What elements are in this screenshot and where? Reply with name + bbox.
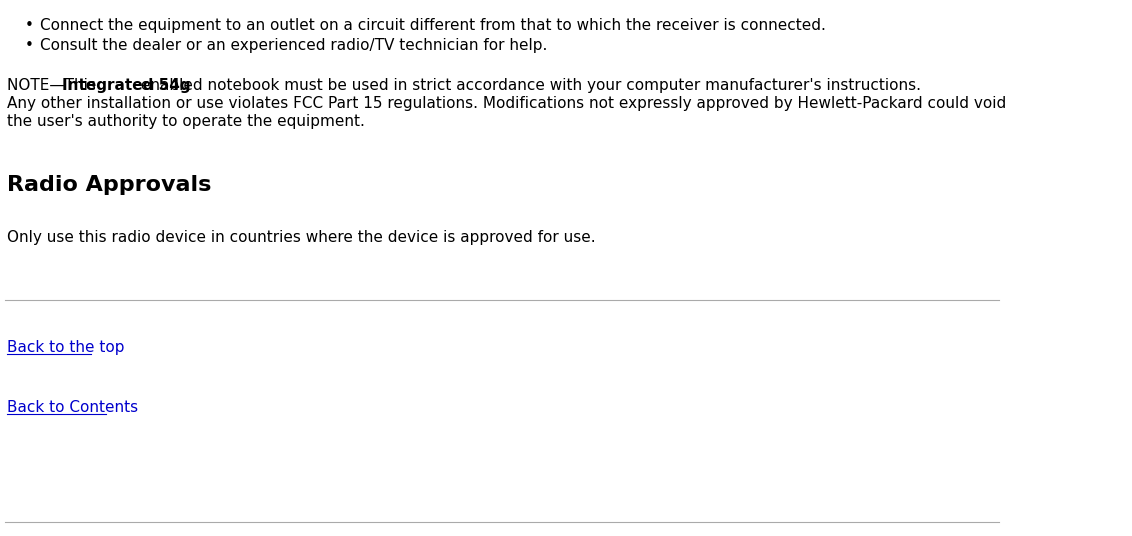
- Text: the user's authority to operate the equipment.: the user's authority to operate the equi…: [7, 114, 365, 129]
- Text: Consult the dealer or an experienced radio/TV technician for help.: Consult the dealer or an experienced rad…: [40, 38, 547, 53]
- Text: Back to the top: Back to the top: [7, 340, 125, 355]
- Text: •: •: [25, 18, 34, 33]
- Text: Any other installation or use violates FCC Part 15 regulations. Modifications no: Any other installation or use violates F…: [7, 96, 1006, 111]
- Text: NOTE—This: NOTE—This: [7, 78, 101, 93]
- Text: Only use this radio device in countries where the device is approved for use.: Only use this radio device in countries …: [7, 230, 595, 245]
- Text: •: •: [25, 38, 34, 53]
- Text: Integrated 54g: Integrated 54g: [62, 78, 190, 93]
- Text: Back to Contents: Back to Contents: [7, 400, 138, 415]
- Text: Radio Approvals: Radio Approvals: [7, 175, 212, 195]
- Text: enabled notebook must be used in strict accordance with your computer manufactur: enabled notebook must be used in strict …: [136, 78, 920, 93]
- Text: Connect the equipment to an outlet on a circuit different from that to which the: Connect the equipment to an outlet on a …: [40, 18, 825, 33]
